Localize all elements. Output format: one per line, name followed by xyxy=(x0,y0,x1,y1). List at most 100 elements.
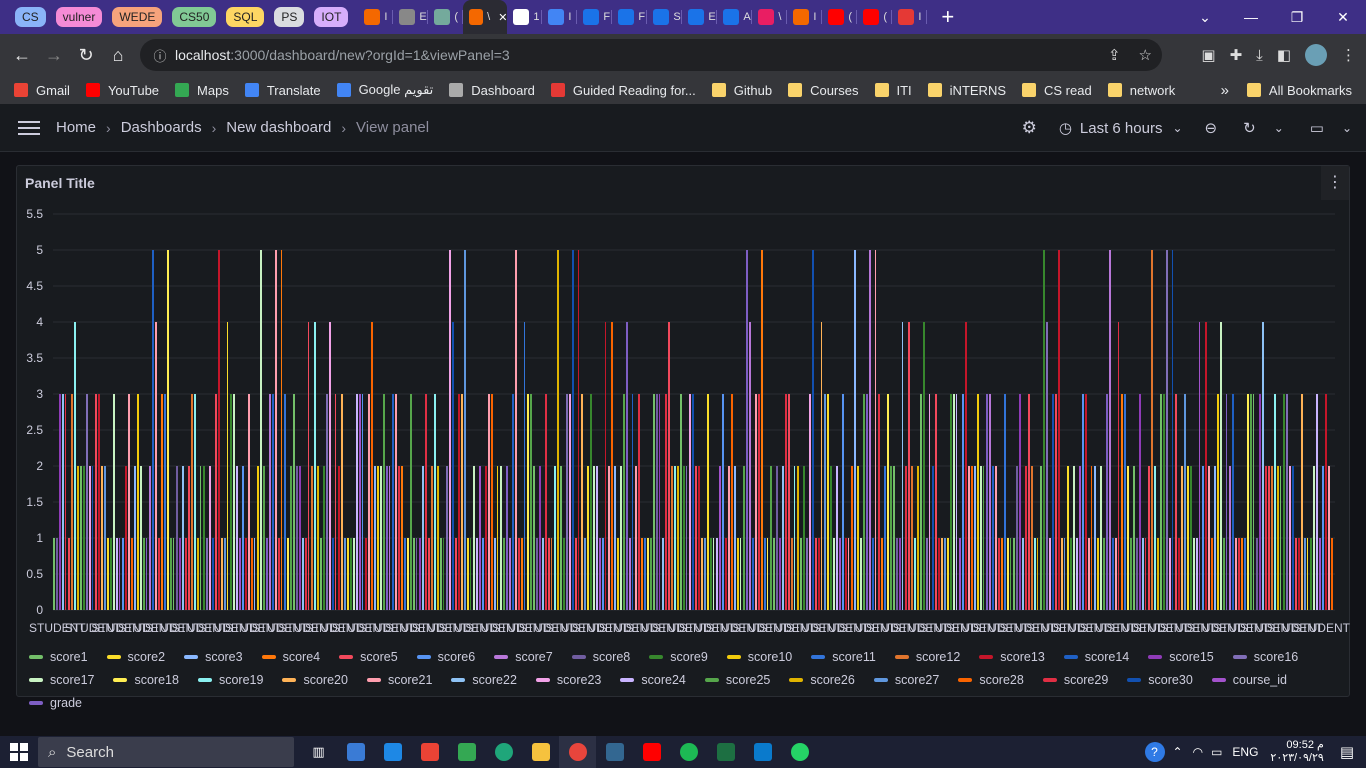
bar[interactable] xyxy=(134,466,136,610)
browser-tab[interactable]: E xyxy=(682,0,717,34)
bar[interactable] xyxy=(848,538,849,610)
bar[interactable] xyxy=(497,466,498,610)
bar[interactable] xyxy=(353,538,355,610)
legend-item[interactable]: score14 xyxy=(1064,648,1129,665)
bar[interactable] xyxy=(656,394,658,610)
bar[interactable] xyxy=(1322,466,1324,610)
legend-item[interactable]: score2 xyxy=(107,648,166,665)
bar[interactable] xyxy=(872,538,874,610)
browser-tab[interactable]: I xyxy=(892,0,927,34)
bar[interactable] xyxy=(191,394,193,610)
bar[interactable] xyxy=(1154,466,1156,610)
bookmark-item[interactable]: Dashboard xyxy=(449,83,535,98)
bar[interactable] xyxy=(674,466,676,610)
bar[interactable] xyxy=(893,466,895,610)
spotify-icon[interactable] xyxy=(670,736,707,768)
bar[interactable] xyxy=(1085,394,1087,610)
bar[interactable] xyxy=(503,538,505,610)
bar[interactable] xyxy=(836,466,838,610)
bar[interactable] xyxy=(218,250,220,610)
bar[interactable] xyxy=(155,322,157,610)
store-icon[interactable] xyxy=(337,736,374,768)
bar[interactable] xyxy=(1259,394,1261,610)
bar[interactable] xyxy=(329,322,331,610)
bar[interactable] xyxy=(263,466,265,610)
legend-item[interactable]: score26 xyxy=(789,671,854,688)
bar[interactable] xyxy=(980,466,982,610)
site-info-icon[interactable]: ⓘ xyxy=(145,46,175,65)
mail-icon[interactable] xyxy=(374,736,411,768)
bar[interactable] xyxy=(182,466,184,610)
bar[interactable] xyxy=(812,250,814,610)
download-icon[interactable]: ⤓ xyxy=(1256,47,1263,64)
bar[interactable] xyxy=(317,466,319,610)
bar[interactable] xyxy=(650,538,652,610)
bar[interactable] xyxy=(563,538,565,610)
view-mode-chevron-icon[interactable]: ⌄ xyxy=(1342,121,1352,135)
bar[interactable] xyxy=(740,538,741,610)
bar[interactable] xyxy=(203,466,205,610)
side-panel-icon[interactable]: ◧ xyxy=(1277,46,1291,64)
bar[interactable] xyxy=(1190,466,1192,610)
browser-tab[interactable]: I xyxy=(542,0,577,34)
bar[interactable] xyxy=(1076,538,1078,610)
bar[interactable] xyxy=(1016,466,1018,610)
bar[interactable] xyxy=(1127,466,1129,610)
whatsapp-icon[interactable] xyxy=(781,736,818,768)
bar[interactable] xyxy=(359,394,361,610)
bar[interactable] xyxy=(992,466,994,610)
bar[interactable] xyxy=(332,538,334,610)
bar[interactable] xyxy=(1037,538,1038,610)
bar[interactable] xyxy=(578,250,579,610)
bar[interactable] xyxy=(521,538,523,610)
bar[interactable] xyxy=(791,538,793,610)
bar[interactable] xyxy=(500,466,502,610)
bar[interactable] xyxy=(617,538,619,610)
bar[interactable] xyxy=(632,394,633,610)
bookmark-item[interactable]: Translate xyxy=(245,83,321,98)
bar[interactable] xyxy=(1064,538,1065,610)
bar[interactable] xyxy=(188,466,190,610)
bar[interactable] xyxy=(668,322,670,610)
bar[interactable] xyxy=(386,466,388,610)
help-icon[interactable]: ? xyxy=(1145,742,1165,762)
bar[interactable] xyxy=(416,538,417,610)
bar[interactable] xyxy=(1331,538,1333,610)
bar[interactable] xyxy=(614,466,616,610)
bar[interactable] xyxy=(341,394,343,610)
bar[interactable] xyxy=(1241,538,1243,610)
bar[interactable] xyxy=(1223,538,1225,610)
bar[interactable] xyxy=(1325,394,1327,610)
bar[interactable] xyxy=(611,322,613,610)
gmail-icon[interactable] xyxy=(411,736,448,768)
bar[interactable] xyxy=(101,466,103,610)
bar[interactable] xyxy=(290,466,292,610)
bar[interactable] xyxy=(533,466,535,610)
bar[interactable] xyxy=(1145,538,1146,610)
tab-group-vulner[interactable]: vulner xyxy=(56,7,103,27)
bar[interactable] xyxy=(146,538,147,610)
bar[interactable] xyxy=(986,394,988,610)
bar[interactable] xyxy=(1214,466,1216,610)
bar[interactable] xyxy=(806,538,808,610)
bar[interactable] xyxy=(383,394,385,610)
bar[interactable] xyxy=(905,466,907,610)
bar[interactable] xyxy=(128,394,130,610)
bar[interactable] xyxy=(326,394,328,610)
battery-icon[interactable]: ▭ xyxy=(1211,745,1222,759)
bar[interactable] xyxy=(506,466,508,610)
bar[interactable] xyxy=(764,538,766,610)
bookmark-item[interactable]: YouTube xyxy=(86,83,159,98)
file-explorer-icon[interactable] xyxy=(522,736,559,768)
extensions-puzzle-icon[interactable]: ✚ xyxy=(1230,46,1243,64)
bar[interactable] xyxy=(356,394,358,610)
bar[interactable] xyxy=(695,466,697,610)
bar[interactable] xyxy=(746,250,748,610)
legend-item[interactable]: score10 xyxy=(727,648,792,665)
bar[interactable] xyxy=(1043,250,1045,610)
bar[interactable] xyxy=(248,394,250,610)
bar[interactable] xyxy=(302,538,304,610)
browser-tab[interactable]: ( xyxy=(822,0,857,34)
bar[interactable] xyxy=(878,394,880,610)
bar[interactable] xyxy=(737,538,739,610)
